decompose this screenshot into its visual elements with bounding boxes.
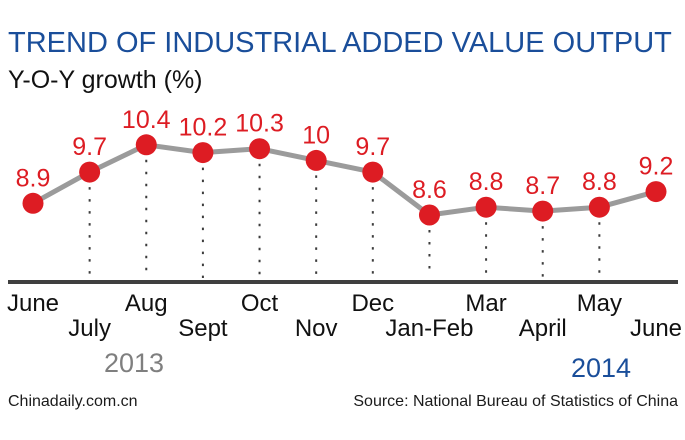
value-label: 8.7 [525,172,560,200]
value-label: 9.7 [72,133,107,161]
value-label: 9.7 [355,133,390,161]
data-point [249,138,271,160]
data-point [22,192,44,214]
month-label: Sept [178,315,228,342]
source-text: Source: National Bureau of Statistics of… [353,393,678,410]
data-point [305,149,327,171]
year-label-2014: 2014 [570,353,632,383]
month-label: May [577,290,622,317]
month-label: Dec [351,290,394,317]
value-label: 10.4 [122,106,171,134]
data-point [645,181,667,203]
chart-title: TREND OF INDUSTRIAL ADDED VALUE OUTPUT [8,27,672,59]
data-point [135,134,157,156]
month-label: June [7,290,59,317]
month-label: July [68,315,111,342]
month-label: Oct [241,290,279,317]
data-point [532,200,554,222]
value-label: 10.2 [179,114,228,142]
month-label: June [630,315,682,342]
data-point [79,161,101,183]
data-point [475,196,497,218]
value-label: 8.8 [582,168,617,196]
value-label: 10.3 [235,110,284,138]
value-label: 8.9 [16,164,51,192]
trend-line [30,142,659,218]
chart-subtitle: Y-O-Y growth (%) [8,66,203,94]
credit-text: Chinadaily.com.cn [8,393,138,410]
month-label: April [519,315,567,342]
value-label: 8.6 [412,176,447,204]
month-label: Mar [465,290,506,317]
value-label: 8.8 [469,168,504,196]
month-label: Nov [295,315,338,342]
data-point [362,161,384,183]
month-label: Aug [125,290,168,317]
data-point [192,142,214,164]
data-point [588,196,610,218]
data-point [418,204,440,226]
month-label: Jan-Feb [385,315,473,342]
value-label: 10 [302,121,330,149]
year-label-2013: 2013 [103,348,165,378]
value-label: 9.2 [639,153,674,181]
